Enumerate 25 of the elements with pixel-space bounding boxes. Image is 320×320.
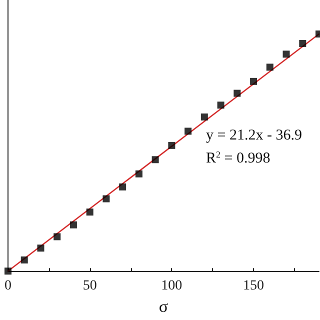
point <box>135 170 142 178</box>
point <box>250 78 258 85</box>
point <box>102 195 110 202</box>
point <box>152 156 159 164</box>
point <box>299 40 306 47</box>
point <box>54 233 61 240</box>
point <box>4 268 12 275</box>
point <box>86 208 94 216</box>
point <box>266 64 274 71</box>
point <box>70 221 77 228</box>
x-tick-label: 0 <box>4 278 12 294</box>
annotation: y = 21.2x - 36.9 <box>206 128 302 144</box>
x-tick-label: 150 <box>243 278 264 294</box>
point <box>168 142 176 149</box>
point <box>184 128 192 135</box>
point <box>37 244 44 252</box>
point <box>119 183 126 190</box>
point <box>217 102 224 109</box>
point <box>282 50 290 58</box>
point <box>200 113 208 120</box>
x-axis-title: σ <box>158 297 168 316</box>
point <box>20 256 28 264</box>
x-tick-label: 50 <box>82 278 97 294</box>
x-tick-label: 100 <box>161 278 182 294</box>
point <box>234 90 241 97</box>
